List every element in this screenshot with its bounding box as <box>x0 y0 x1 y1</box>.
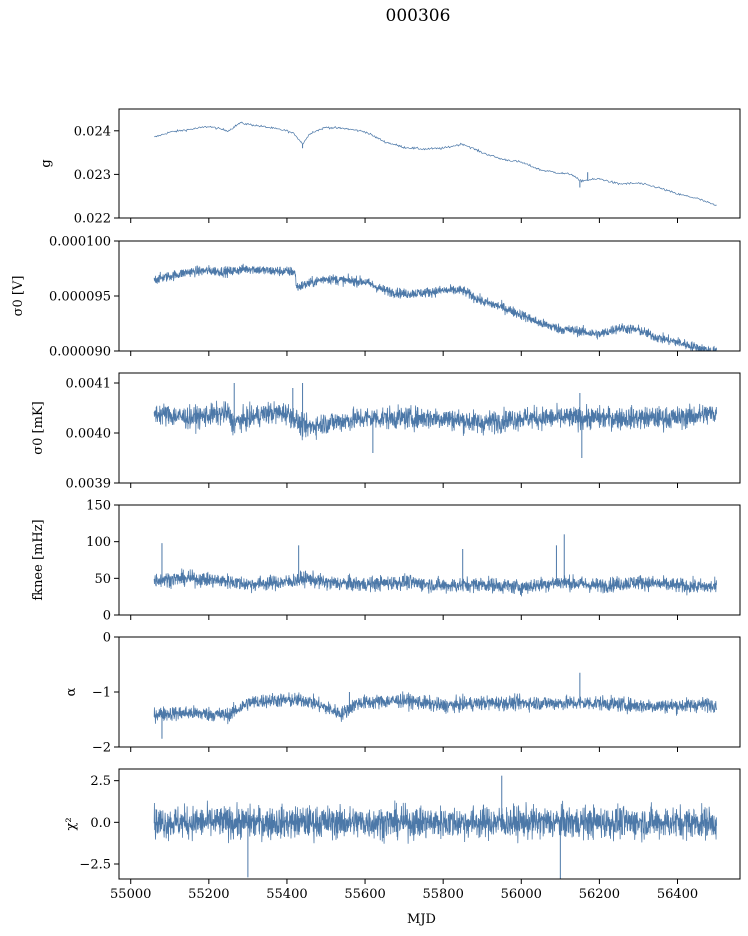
x-axis-label: MJD <box>407 912 436 927</box>
x-tick-label: 55000 <box>110 887 151 902</box>
y-tick-label: 0.000090 <box>49 345 111 360</box>
y-tick-label: 0.0040 <box>66 427 112 442</box>
axes-frame <box>118 108 741 219</box>
series-line <box>153 400 717 441</box>
y-tick-label: −2.5 <box>79 858 111 873</box>
y-axis-label: α <box>64 687 79 696</box>
panel-6: −2.5 0.0 2.5 55000 55200 55400 55600 55800 56000… <box>64 768 741 927</box>
y-axis-label: σ0 [mK] <box>31 401 46 454</box>
panel-3: 0.0039 0.0040 0.0041 σ0 [mK] <box>31 372 741 492</box>
panel-1: 0.022 0.023 0.024 g <box>39 108 741 227</box>
x-tick-label: 56400 <box>657 887 698 902</box>
series-line <box>153 691 717 725</box>
y-tick-label: 2.5 <box>90 774 111 789</box>
x-tick-label: 56000 <box>501 887 542 902</box>
y-tick-label: 0.0 <box>90 816 111 831</box>
y-tick-label: 50 <box>94 572 111 587</box>
panel-2: 0.000090 0.000095 0.000100 σ0 [V] <box>11 235 741 360</box>
y-tick-label: 0.000100 <box>49 235 111 250</box>
y-tick-label: 100 <box>86 535 111 550</box>
axes-frame <box>118 504 741 616</box>
figure-title: 000306 <box>385 6 451 26</box>
y-tick-label: 0.0039 <box>66 477 112 492</box>
y-axis-label: χ² <box>64 817 79 830</box>
panel-5: −2 −1 0 α <box>64 631 741 756</box>
y-tick-label: 0.024 <box>74 124 111 139</box>
y-axis-label: fknee [mHz] <box>31 519 46 600</box>
series-line <box>153 568 717 597</box>
y-tick-label: 0.023 <box>74 168 111 183</box>
y-tick-label: 0.0041 <box>66 377 112 392</box>
y-axis-label: g <box>39 159 54 167</box>
y-tick-label: 0 <box>103 631 111 646</box>
axes-frame <box>118 372 741 484</box>
axes-frame <box>118 636 741 748</box>
series-line <box>153 263 717 351</box>
y-tick-label: 0.022 <box>74 212 111 227</box>
x-tick-label: 56200 <box>579 887 620 902</box>
y-tick-label: −2 <box>92 741 111 756</box>
x-tick-label: 55600 <box>344 887 385 902</box>
y-tick-label: 150 <box>86 499 111 514</box>
series-line <box>153 800 717 844</box>
x-tick-label: 55200 <box>188 887 229 902</box>
x-tick-label: 55400 <box>266 887 307 902</box>
axes-frame <box>118 768 741 880</box>
panel-4: 0 50 100 150 fknee [mHz] <box>31 499 741 624</box>
y-tick-label: −1 <box>92 686 111 701</box>
y-tick-label: 0.000095 <box>49 290 111 305</box>
series-line <box>154 121 717 206</box>
y-tick-label: 0 <box>103 609 111 624</box>
y-axis-label: σ0 [V] <box>11 276 26 317</box>
x-tick-label: 55800 <box>422 887 463 902</box>
